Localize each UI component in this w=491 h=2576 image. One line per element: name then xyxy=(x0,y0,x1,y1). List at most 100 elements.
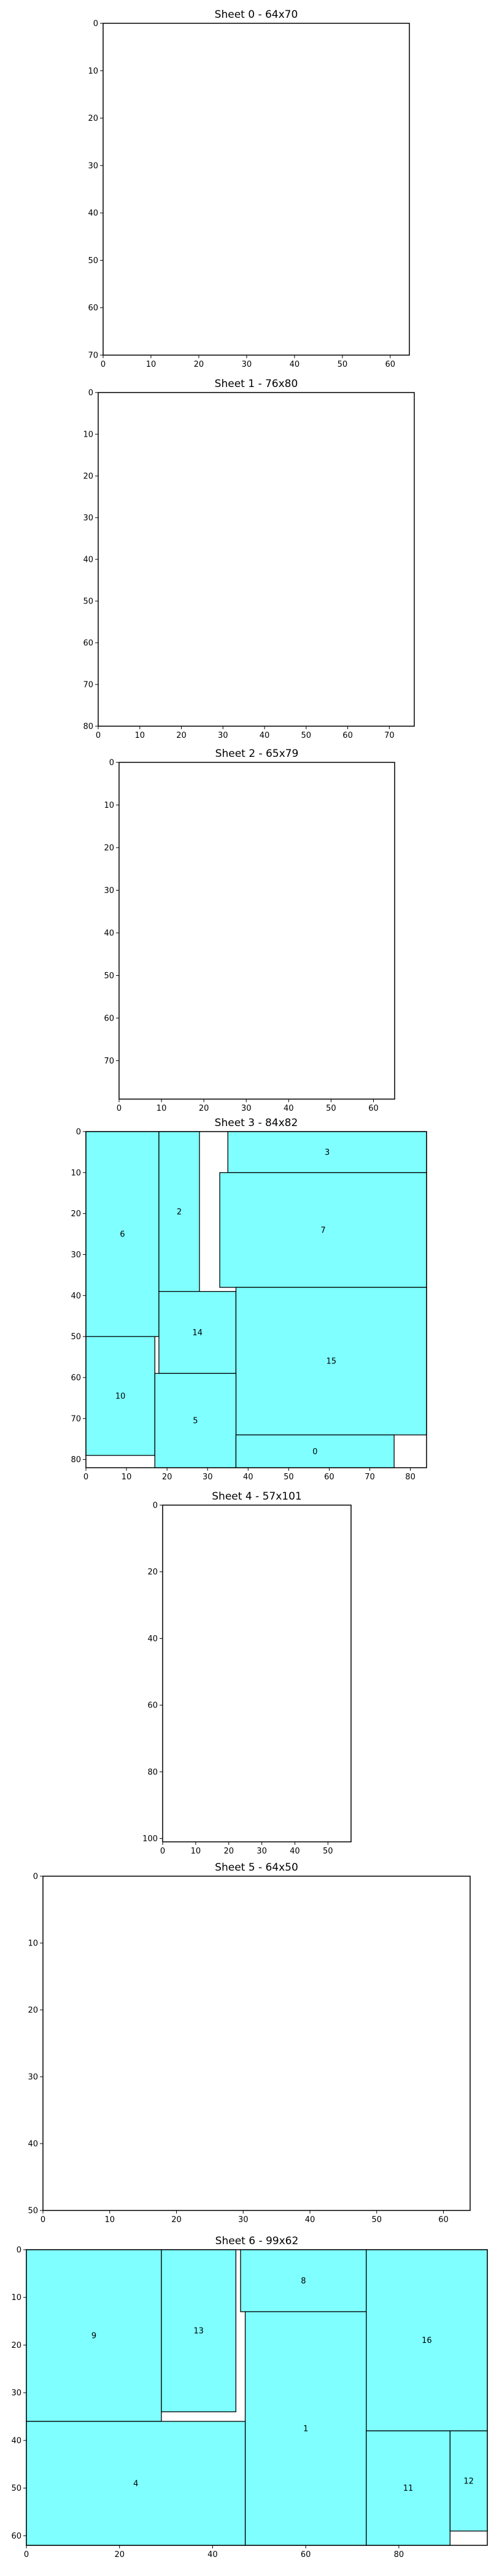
packed-rect xyxy=(161,2249,237,2412)
rect-label: 6 xyxy=(120,1230,125,1240)
y-tick-label: 40 xyxy=(88,209,98,218)
rect-label: 5 xyxy=(193,1417,198,1426)
x-tick-label: 40 xyxy=(207,2550,218,2559)
x-tick-label: 40 xyxy=(260,731,270,740)
rect-label: 14 xyxy=(192,1328,203,1338)
x-tick-label: 0 xyxy=(117,1104,122,1113)
y-tick-label: 20 xyxy=(88,114,98,123)
y-tick-label: 0 xyxy=(153,1501,158,1511)
y-tick-label: 40 xyxy=(83,556,93,565)
rect-label: 4 xyxy=(133,2479,138,2488)
x-tick-label: 0 xyxy=(101,360,106,369)
x-tick-label: 50 xyxy=(326,1104,336,1113)
packed-rect xyxy=(85,1336,155,1456)
x-tick-label: 30 xyxy=(257,1847,267,1856)
rect-label: 12 xyxy=(463,2477,474,2486)
y-tick-label: 10 xyxy=(71,1168,81,1178)
y-tick-label: 70 xyxy=(71,1414,81,1424)
sheet-0: Sheet 0 - 64x70 0 10 20 30 40 50 60 0 10 20 30 40 50 6… xyxy=(88,9,410,369)
x-tick-label: 30 xyxy=(242,360,252,369)
y-tick-label: 50 xyxy=(28,2207,38,2216)
x-tick-label: 20 xyxy=(176,731,187,740)
x-tick-label: 30 xyxy=(218,731,228,740)
x-tick-label: 50 xyxy=(371,2215,382,2225)
x-tick-label: 20 xyxy=(223,1847,234,1856)
x-tick-label: 0 xyxy=(24,2550,29,2559)
packed-rect xyxy=(244,2311,367,2546)
sheet-title: Sheet 2 - 65x79 xyxy=(215,748,299,760)
y-tick-label: 80 xyxy=(71,1455,81,1465)
y-tick-label: 20 xyxy=(71,1209,81,1219)
y-tick-label: 30 xyxy=(28,2073,38,2082)
y-tick-label: 30 xyxy=(83,514,93,523)
y-tick-label: 20 xyxy=(83,472,93,481)
x-tick-label: 20 xyxy=(171,2215,182,2225)
rect-label: 10 xyxy=(115,1392,126,1401)
y-tick-label: 70 xyxy=(88,351,98,361)
y-tick-label: 10 xyxy=(11,2293,21,2302)
x-tick-label: 0 xyxy=(160,1847,165,1856)
sheet-5: Sheet 5 - 64x50 0 10 20 30 40 50 60 0 10 20 30 40 50 xyxy=(28,1861,471,2225)
x-tick-label: 30 xyxy=(238,2215,249,2225)
x-tick-label: 70 xyxy=(384,731,395,740)
packed-rect xyxy=(235,1287,427,1436)
x-tick-label: 40 xyxy=(305,2215,315,2225)
packed-rect xyxy=(366,2249,488,2432)
y-tick-label: 10 xyxy=(28,1939,38,1949)
x-tick-label: 10 xyxy=(134,731,145,740)
x-tick-label: 70 xyxy=(365,1473,375,1482)
y-tick-label: 40 xyxy=(71,1292,81,1301)
x-tick-label: 40 xyxy=(290,360,300,369)
x-tick-label: 60 xyxy=(385,360,396,369)
x-tick-label: 60 xyxy=(324,1473,334,1482)
y-tick-label: 0 xyxy=(17,2246,21,2255)
packed-rect xyxy=(449,2430,488,2532)
plot-frame xyxy=(42,1876,471,2211)
y-tick-label: 30 xyxy=(11,2389,21,2398)
y-tick-label: 50 xyxy=(88,256,98,266)
y-tick-label: 70 xyxy=(104,1057,114,1066)
rect-label: 3 xyxy=(325,1148,330,1157)
x-tick-label: 0 xyxy=(96,731,101,740)
x-tick-label: 60 xyxy=(438,2215,449,2225)
y-tick-label: 0 xyxy=(93,20,98,29)
x-tick-label: 0 xyxy=(41,2215,45,2225)
y-tick-label: 0 xyxy=(76,1128,81,1137)
x-tick-label: 60 xyxy=(368,1104,379,1113)
y-tick-label: 10 xyxy=(104,801,114,810)
y-tick-label: 30 xyxy=(88,161,98,171)
y-tick-label: 50 xyxy=(11,2484,21,2493)
packed-rect xyxy=(154,1373,237,1468)
x-tick-label: 80 xyxy=(405,1473,416,1482)
y-tick-label: 80 xyxy=(83,723,93,732)
y-tick-label: 0 xyxy=(33,1873,38,1882)
plot-border xyxy=(118,762,395,1100)
x-tick-label: 50 xyxy=(284,1473,294,1482)
packed-rect xyxy=(26,2421,246,2546)
y-tick-label: 0 xyxy=(88,389,93,398)
packed-rect xyxy=(158,1131,200,1292)
y-tick-label: 100 xyxy=(142,1834,158,1844)
rect-label: 0 xyxy=(312,1447,317,1457)
y-tick-label: 10 xyxy=(88,67,98,76)
sheet-1: Sheet 1 - 76x80 0 10 20 30 40 50 60 70 0 10 20 30 40 5… xyxy=(83,378,415,740)
plot-frame xyxy=(102,23,410,356)
packed-rect xyxy=(366,2430,450,2546)
packed-rect xyxy=(85,1131,160,1337)
y-tick-label: 40 xyxy=(104,929,114,938)
rect-label: 1 xyxy=(303,2425,308,2434)
y-tick-label: 20 xyxy=(11,2341,21,2350)
packed-rect xyxy=(26,2249,162,2422)
sheet-title: Sheet 0 - 64x70 xyxy=(215,9,298,21)
sheet-title: Sheet 6 - 99x62 xyxy=(215,2235,299,2247)
y-tick-label: 30 xyxy=(104,886,114,895)
y-tick-label: 40 xyxy=(11,2436,21,2445)
x-tick-label: 40 xyxy=(284,1104,294,1113)
x-tick-label: 0 xyxy=(83,1473,88,1482)
y-tick-label: 0 xyxy=(109,759,114,768)
x-tick-label: 50 xyxy=(323,1847,333,1856)
plot-frame xyxy=(162,1505,352,1842)
y-tick-label: 20 xyxy=(104,843,114,853)
packed-rect xyxy=(235,1434,395,1468)
